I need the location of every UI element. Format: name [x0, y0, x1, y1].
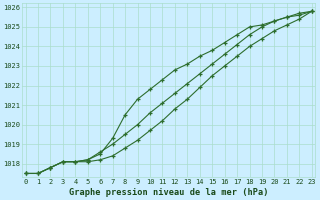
X-axis label: Graphe pression niveau de la mer (hPa): Graphe pression niveau de la mer (hPa) — [69, 188, 268, 197]
